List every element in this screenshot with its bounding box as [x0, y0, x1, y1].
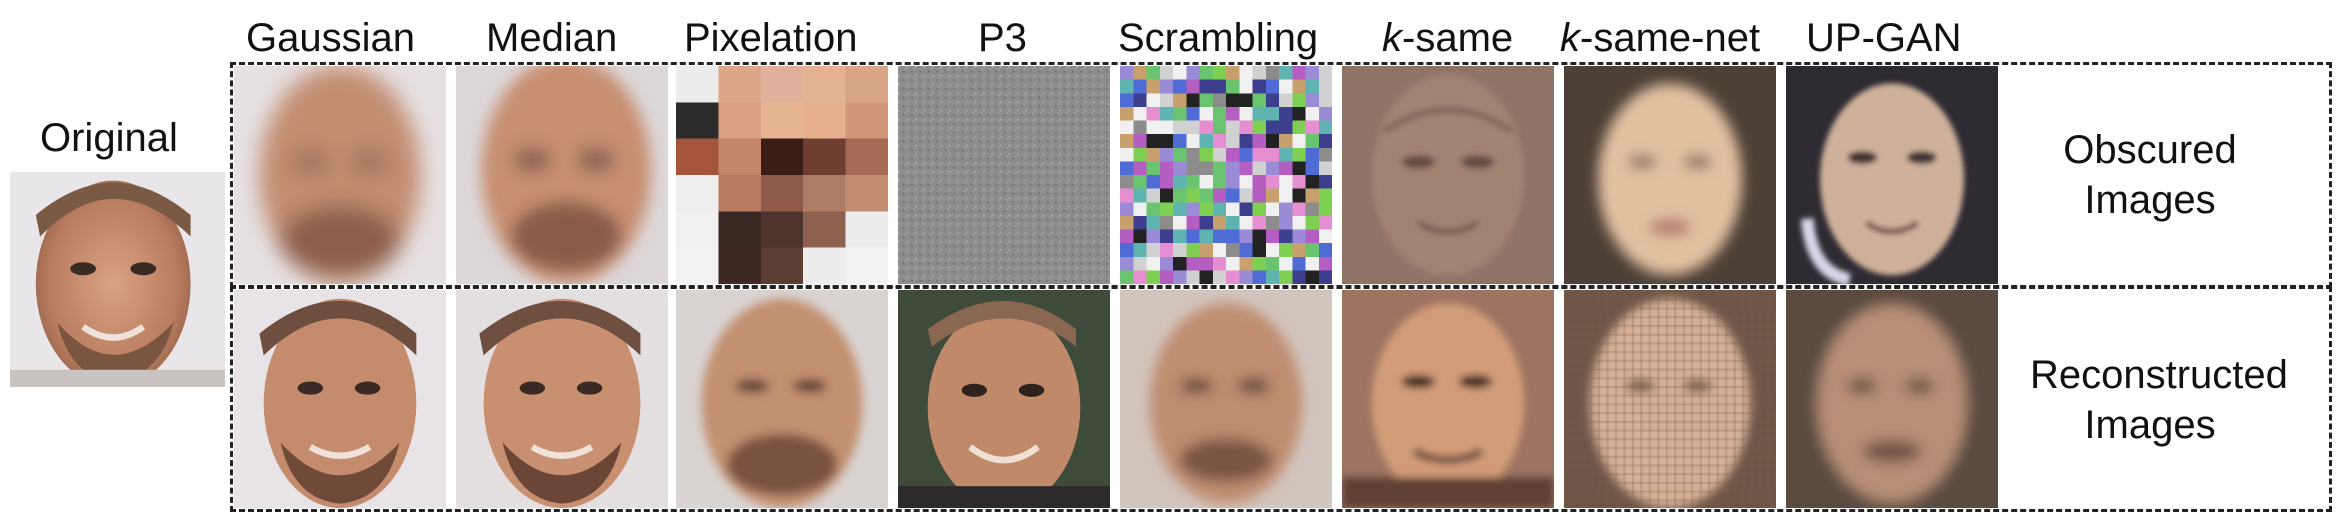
- column-label-median: Median: [486, 16, 618, 60]
- column-label-scrambling: Scrambling: [1118, 16, 1319, 60]
- column-label-up-gan: UP-GAN: [1806, 16, 1962, 60]
- obscured-pixelation-image: [676, 66, 888, 284]
- reconstructed-up-gan-image: [1786, 290, 1998, 508]
- reconstructed-k-same-image: [1342, 290, 1554, 508]
- reconstructed-p3-image: [898, 290, 1110, 508]
- column-label-k-same-net: k-same-net: [1560, 16, 1761, 60]
- column-label-pixelation: Pixelation: [684, 16, 858, 60]
- reconstructed-pixelation-image: [676, 290, 888, 508]
- row-label-obscured: Obscured Images: [2063, 128, 2237, 222]
- column-label-p3: P3: [978, 16, 1027, 60]
- row-label-reconstructed: Reconstructed Images: [2030, 353, 2288, 447]
- column-label-k-same: k-same: [1382, 16, 1514, 60]
- reconstructed-gaussian-image: [234, 290, 446, 508]
- obscured-up-gan-image: [1786, 66, 1998, 284]
- reconstructed-k-same-net-image: [1564, 290, 1776, 508]
- obscured-gaussian-image: [234, 66, 446, 284]
- obscured-p3-image: [898, 66, 1110, 284]
- obscured-k-same-net-image: [1564, 66, 1776, 284]
- original-face-image: [10, 172, 225, 387]
- obscured-median-image: [456, 66, 668, 284]
- obscured-scrambling-image: [1120, 66, 1332, 284]
- reconstructed-scrambling-image: [1120, 290, 1332, 508]
- original-label: Original: [40, 116, 178, 160]
- reconstructed-median-image: [456, 290, 668, 508]
- reconstructed-row-frame: [230, 286, 2332, 512]
- column-label-gaussian: Gaussian: [246, 16, 415, 60]
- obscured-k-same-image: [1342, 66, 1554, 284]
